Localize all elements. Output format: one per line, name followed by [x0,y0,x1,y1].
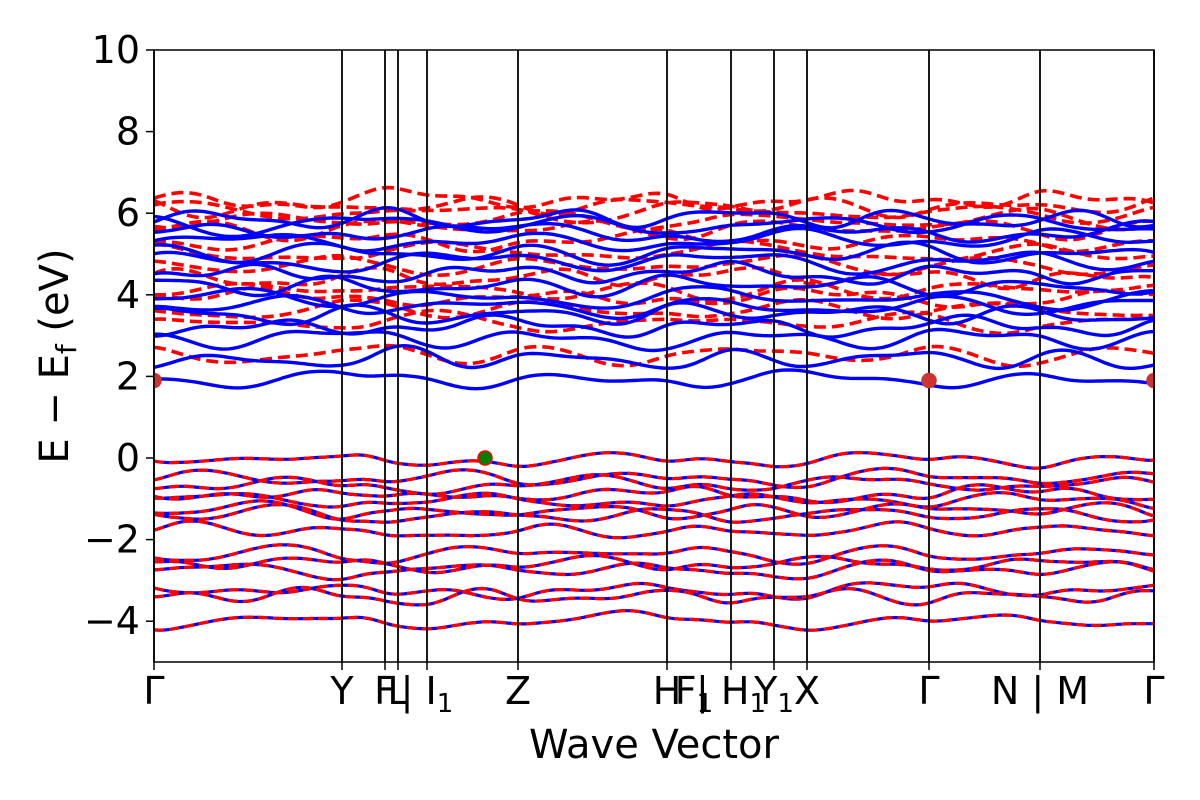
band-line-spin-down [154,343,1154,369]
x-tick-label: Γ [918,669,939,713]
band-line-spin-down [154,499,1154,521]
x-tick-label: N | M [991,669,1089,714]
band-line-spin-down [154,206,1154,232]
band-line-spin-up [154,313,1154,339]
x-axis-title: Wave Vector [529,722,780,768]
band-line-spin-up [154,219,1154,244]
band-line-spin-down [154,543,1154,566]
band-line-spin-down [154,473,1154,496]
x-tick-label: F [374,669,396,713]
y-axis-title-unit: (eV) [32,248,78,344]
x-tick-label: Z [505,669,531,713]
band-line-spin-up [154,250,1154,276]
band-line-spin-up [154,285,1154,312]
band-line-spin-up [154,259,1154,286]
x-tick-label: Γ [1143,669,1164,713]
x-tick-label: | H1 [696,669,766,719]
cbm-marker [154,372,162,389]
band-line-spin-down [154,609,1154,632]
y-tick-label: 10 [92,28,140,72]
y-tick-label: 6 [116,191,140,235]
y-axis-title: E − Ef (eV) [32,248,83,463]
y-tick-label: 2 [116,354,140,398]
x-tick-label: X [794,669,820,713]
x-tick-label: | I1 [401,669,454,719]
x-tick-label: Y [329,669,354,713]
plot-frame [153,49,1155,663]
band-line-spin-up [154,327,1154,353]
band-line-spin-up [154,226,1154,253]
y-tick-label: −4 [84,599,140,643]
band-line-spin-up [154,293,1154,321]
band-line-spin-down [154,502,1154,524]
band-line-spin-down [154,450,1154,470]
cbm-marker [1146,372,1154,389]
band-line-spin-down [154,585,1154,607]
x-tick-label: F1 [675,669,713,719]
cbm-marker [921,372,937,389]
band-line-spin-up [154,368,1154,391]
band-line-spin-up [154,213,1154,239]
band-line-spin-down [154,285,1154,309]
band-line-spin-down [154,491,1154,511]
band-line-spin-down [154,199,1154,225]
band-line-spin-down [154,581,1154,601]
band-line-spin-down [154,558,1154,582]
band-line-spin-up [154,343,1154,371]
y-tick-label: −2 [84,518,140,562]
y-tick-label: 0 [116,436,140,480]
x-tick-label: Γ [143,669,164,713]
y-tick-label: 4 [116,273,140,317]
band-line-spin-up [154,205,1154,230]
band-lines [154,185,1154,632]
band-edge-markers [154,372,1154,466]
x-tick-label: H [653,669,682,713]
y-axis-title-main: E − E [32,354,78,464]
band-line-spin-down [154,483,1154,505]
x-tick-label: L [387,669,408,713]
vbm-marker [477,450,493,466]
x-tick-label: Y1 [753,669,794,719]
band-line-spin-down [154,185,1154,212]
band-line-spin-up [154,240,1154,267]
y-axis-ticks: 10 8 6 4 2 0 −2 −4 [84,28,154,643]
band-line-spin-down [154,519,1154,540]
y-axis-title-sub: f [50,343,83,354]
band-line-spin-down [154,553,1154,575]
y-tick-label: 8 [116,110,140,154]
